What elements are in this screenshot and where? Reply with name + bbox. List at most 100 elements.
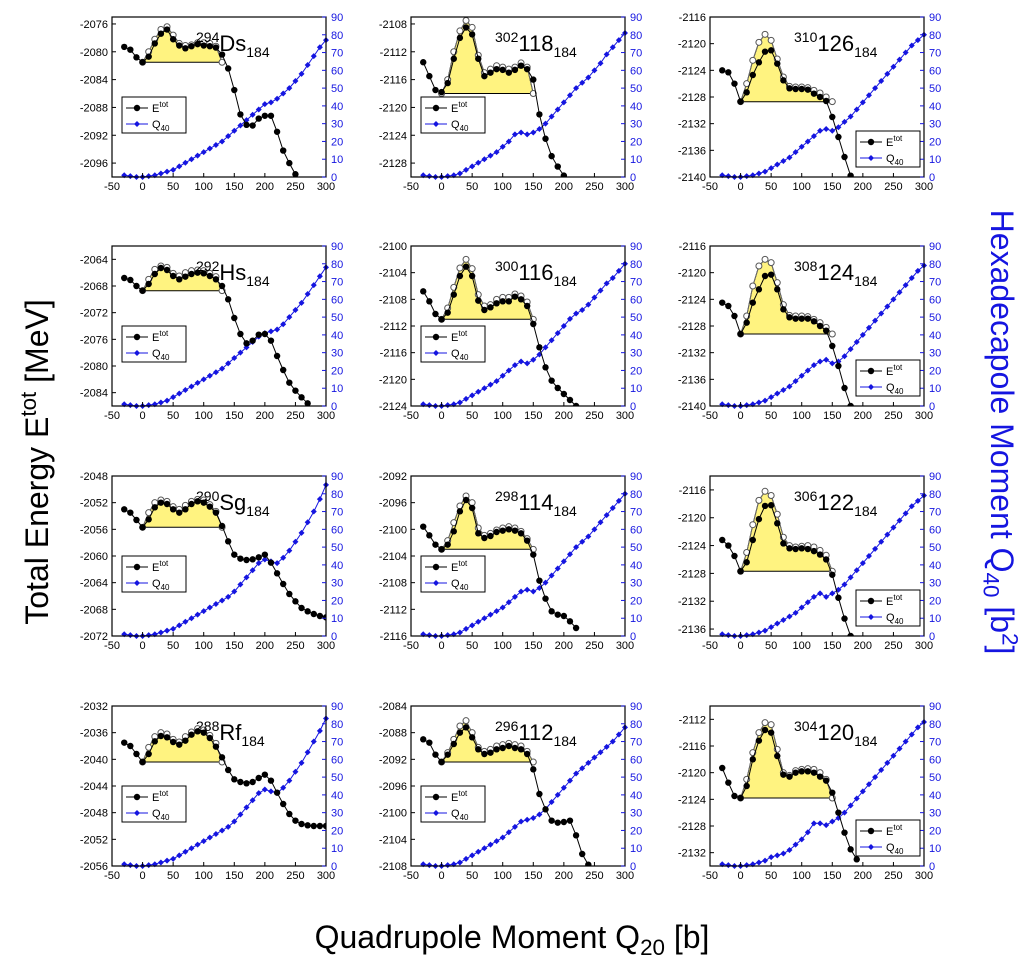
- x-tick-label: 200: [256, 870, 274, 882]
- x-tick-label: 250: [286, 181, 304, 193]
- q40-point: [597, 60, 604, 67]
- y-right-tick-label: 70: [630, 48, 642, 60]
- y-left-tick-label: -2104: [379, 834, 407, 846]
- q40-point: [493, 608, 500, 615]
- y-right-tick-label: 90: [929, 701, 941, 713]
- energy-point: [182, 273, 189, 280]
- energy-point: [261, 551, 269, 558]
- q40-point: [743, 632, 750, 639]
- q40-point: [560, 784, 567, 791]
- barrier-point: [468, 265, 476, 273]
- legend-box: [855, 819, 921, 857]
- q40-point: [853, 795, 860, 802]
- energy-point: [267, 337, 275, 344]
- panel-292-Hs: -2064 -2068 -2072 -2076 -2080 -2084 0 10 20 30 40 5…: [80, 241, 343, 422]
- energy-point: [493, 528, 500, 536]
- q40-point: [579, 79, 586, 86]
- y-axis-left-sup: tot: [16, 391, 42, 417]
- energy-point: [517, 530, 525, 537]
- barrier-point: [749, 521, 757, 529]
- legend: Etot Q40: [855, 589, 921, 627]
- q40-point: [212, 831, 219, 837]
- energy-point: [304, 400, 311, 406]
- q40-point: [780, 387, 787, 393]
- energy-point: [554, 163, 561, 170]
- legend-box: [121, 325, 187, 363]
- q40-point: [884, 759, 891, 766]
- barrier-point: [749, 282, 757, 290]
- energy-point: [511, 527, 519, 534]
- x-tick-label: 150: [524, 870, 542, 882]
- q40-point: [847, 113, 854, 120]
- y-axis-left-label: Total Energy E: [18, 416, 55, 625]
- q40-point: [280, 554, 287, 561]
- y-right-tick-label: 10: [630, 843, 642, 855]
- energy-point: [255, 554, 262, 561]
- y-right-tick-label: 0: [630, 401, 636, 413]
- q40-point: [511, 131, 518, 138]
- energy-point: [133, 282, 140, 290]
- q40-point: [298, 70, 305, 77]
- nucleus-neutrons: 184: [241, 733, 265, 749]
- q40-point: [511, 593, 518, 600]
- energy-point: [530, 766, 537, 773]
- energy-point: [426, 739, 433, 746]
- legend-energy-label: Etot: [451, 100, 468, 115]
- legend: Etot Q40: [420, 325, 486, 363]
- energy-point: [212, 509, 220, 516]
- nucleus-mass: 288: [196, 718, 220, 734]
- q40-point: [768, 165, 775, 172]
- nucleus-label: 300116184: [495, 258, 577, 289]
- energy-point: [841, 615, 848, 622]
- energy-point: [816, 773, 824, 780]
- nucleus-neutrons: 184: [246, 503, 270, 519]
- q40-point: [237, 122, 244, 129]
- barrier-point: [462, 717, 470, 725]
- q40-point: [786, 383, 793, 390]
- q40-point: [127, 632, 134, 639]
- y-right-tick-label: 20: [929, 365, 941, 377]
- q40-line: [124, 718, 327, 867]
- x-tick-label: -50: [702, 870, 718, 882]
- energy-point: [127, 509, 134, 516]
- x-tick-label: -50: [104, 640, 120, 652]
- q40-point: [615, 37, 622, 44]
- q40-point: [518, 818, 525, 825]
- energy-point: [151, 504, 158, 511]
- q40-point: [914, 724, 921, 731]
- y-axis-right-sub: 40: [978, 572, 1004, 598]
- barrier-point: [456, 722, 464, 730]
- energy-point: [450, 55, 457, 62]
- energy-point: [267, 777, 275, 784]
- energy-point: [810, 318, 818, 325]
- energy-point: [224, 766, 232, 774]
- legend-energy-label: Etot: [152, 789, 169, 804]
- q40-point: [157, 170, 164, 177]
- energy-point: [530, 320, 537, 328]
- q40-point: [225, 360, 232, 367]
- energy-series: [121, 26, 299, 177]
- y-right-tick-label: 50: [929, 312, 941, 324]
- q40-point: [591, 754, 598, 761]
- legend-q40-marker: [433, 810, 439, 816]
- energy-point: [499, 298, 506, 305]
- nucleus-mass: 292: [196, 258, 220, 274]
- energy-point: [847, 402, 854, 406]
- y-right-tick-label: 80: [929, 489, 941, 501]
- q40-point: [280, 784, 287, 791]
- plot-frame: [709, 475, 925, 637]
- q40-point: [859, 99, 866, 106]
- energy-point: [761, 502, 769, 510]
- x-tick-label: 150: [823, 410, 841, 422]
- energy-point: [273, 570, 281, 577]
- q40-point: [182, 387, 189, 393]
- legend-energy-label: Etot: [886, 363, 903, 378]
- y-right-tick-label: 50: [630, 83, 642, 95]
- q40-point: [554, 791, 561, 798]
- energy-point: [169, 36, 177, 43]
- energy-point: [163, 734, 171, 741]
- q40-point: [249, 567, 256, 574]
- energy-point: [475, 55, 482, 62]
- q40-point: [237, 811, 244, 818]
- q40-point: [585, 759, 592, 766]
